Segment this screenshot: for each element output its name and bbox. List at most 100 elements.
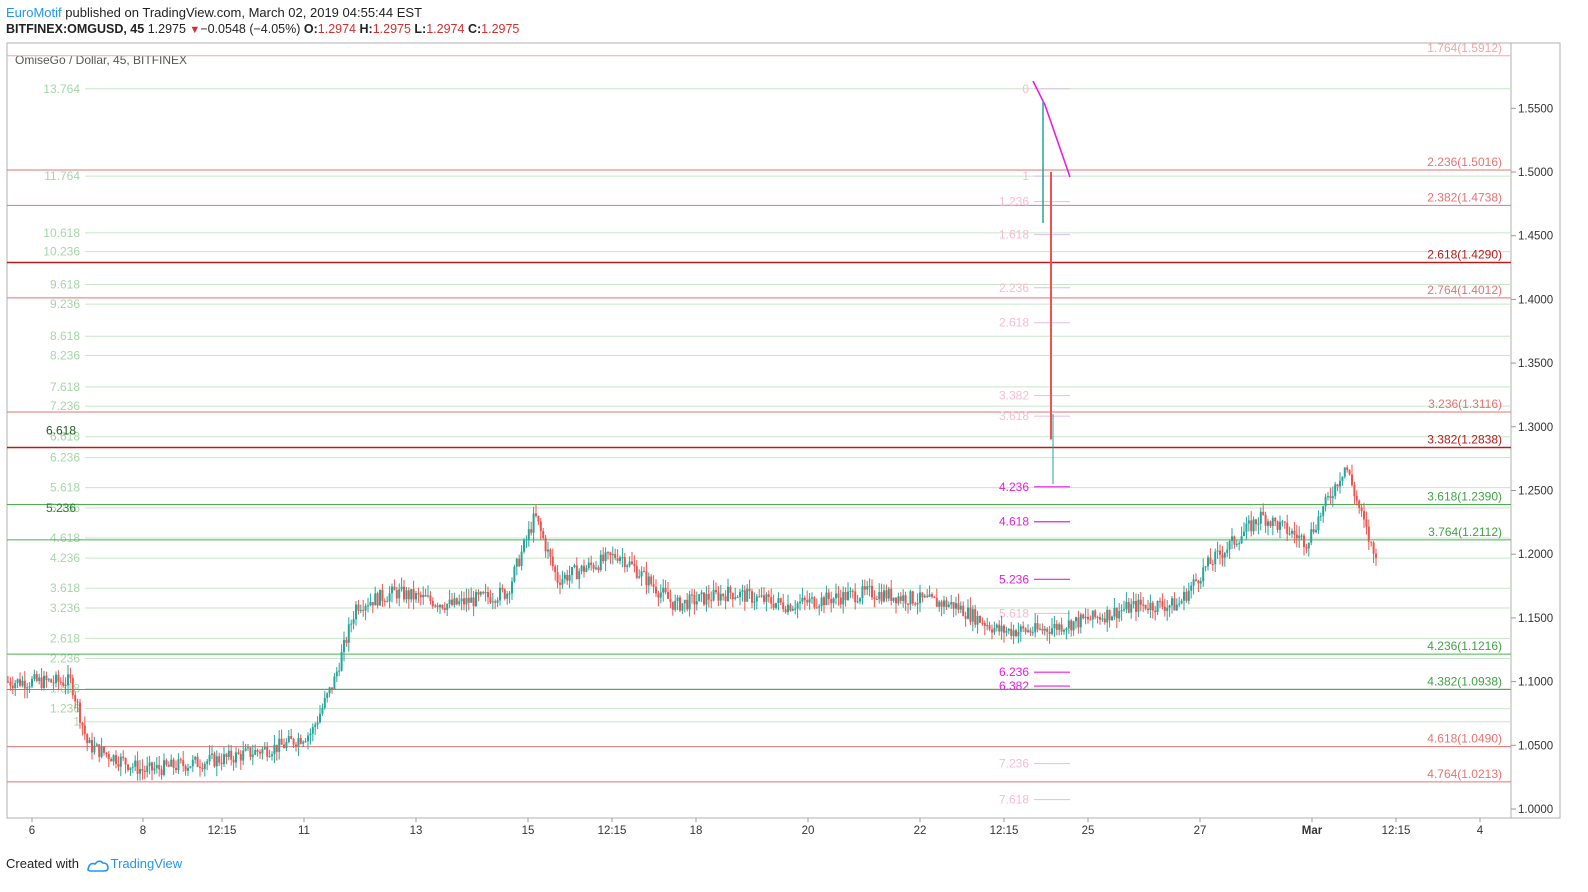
- candle: [724, 590, 727, 610]
- candle: [242, 741, 245, 766]
- candle: [1214, 548, 1217, 572]
- candle-body: [652, 584, 655, 587]
- candle-body: [1017, 631, 1020, 637]
- candle-body: [1223, 552, 1226, 558]
- candle-body: [599, 554, 602, 570]
- candle-body: [842, 591, 845, 605]
- candle-body: [119, 756, 122, 767]
- candle: [530, 521, 533, 536]
- publish-text: published on TradingView.com, March 02, …: [61, 5, 423, 20]
- candle-body: [407, 590, 410, 600]
- candle-body: [489, 597, 492, 603]
- time-tick-label: 12:15: [208, 825, 237, 837]
- candle: [163, 753, 165, 777]
- candle: [290, 728, 293, 740]
- candle-body: [698, 594, 701, 602]
- candle: [974, 604, 977, 628]
- candle-body: [604, 552, 607, 562]
- candle: [1276, 520, 1279, 533]
- candle: [1075, 616, 1077, 629]
- candle-body: [1243, 531, 1245, 537]
- candle-body: [47, 679, 50, 681]
- fib-left-level-label: 8.618: [50, 329, 80, 343]
- candle: [1087, 608, 1089, 624]
- tradingview-link[interactable]: TradingView: [110, 856, 183, 871]
- candle: [518, 554, 521, 568]
- candle: [350, 619, 353, 633]
- candle: [472, 590, 475, 617]
- candle-body: [1039, 628, 1041, 630]
- candle: [1360, 503, 1363, 517]
- candle-body: [515, 558, 518, 567]
- candle: [1043, 625, 1046, 636]
- candle: [275, 744, 278, 761]
- symbol-label[interactable]: BITFINEX:OMGUSD, 45: [6, 22, 145, 36]
- candle: [98, 744, 101, 763]
- candle: [1283, 521, 1286, 529]
- candle: [340, 644, 343, 672]
- candle-body: [911, 591, 914, 604]
- candle: [1221, 545, 1224, 567]
- candle: [1262, 503, 1265, 516]
- candle: [916, 593, 919, 615]
- fib-right-level-label: 1.764(1.5912): [1427, 41, 1502, 55]
- fib-right-level-label: 3.618(1.2390): [1427, 490, 1502, 504]
- candle: [1219, 544, 1221, 565]
- candle-body: [374, 593, 377, 606]
- candle-body: [638, 576, 641, 578]
- candle-body: [434, 605, 437, 607]
- candle: [609, 551, 612, 565]
- candle: [741, 584, 744, 602]
- candle: [1324, 493, 1327, 512]
- candle: [412, 580, 415, 610]
- candle-body: [580, 565, 583, 572]
- candle-body: [904, 595, 907, 604]
- candle: [506, 591, 509, 605]
- candle-body: [1339, 480, 1341, 487]
- candle-body: [1156, 600, 1159, 613]
- candle-body: [585, 567, 588, 572]
- candle: [1147, 599, 1149, 614]
- candle: [880, 583, 883, 605]
- candle: [280, 729, 283, 745]
- price-tick-label: 1.2000: [1518, 549, 1553, 561]
- candle-body: [259, 751, 261, 754]
- price-tick-label: 1.3000: [1518, 422, 1553, 434]
- candle-body: [849, 590, 852, 592]
- candle: [167, 761, 170, 767]
- candle-body: [275, 744, 278, 752]
- symbol-ohlc-line: BITFINEX:OMGUSD, 45 1.2975 ▼−0.0548 (−4.…: [6, 22, 519, 36]
- candle: [40, 667, 43, 691]
- candle: [115, 750, 117, 769]
- fib-left-highlight-label: 6.618: [46, 424, 76, 438]
- candle: [107, 750, 110, 768]
- author-link[interactable]: EuroMotif: [6, 5, 62, 20]
- candle: [165, 758, 168, 767]
- candle-body: [1312, 529, 1315, 533]
- candle-body: [331, 687, 333, 690]
- candle-body: [1233, 536, 1236, 545]
- candle-body: [501, 587, 504, 590]
- candle-body: [290, 736, 293, 740]
- candle: [623, 552, 626, 573]
- candle-body: [851, 590, 854, 592]
- candle-body: [237, 752, 240, 754]
- candle-body: [1127, 602, 1130, 613]
- candle: [787, 594, 789, 616]
- candle: [650, 574, 653, 587]
- candle-body: [676, 597, 679, 601]
- candle: [722, 593, 725, 601]
- candle-body: [388, 593, 391, 602]
- candle: [1235, 539, 1238, 547]
- candle-body: [69, 674, 72, 678]
- candle: [38, 673, 41, 685]
- fib-left-level-label: 10.236: [43, 245, 80, 259]
- candle: [683, 599, 686, 613]
- candle: [895, 597, 897, 614]
- candle: [489, 589, 492, 605]
- candle: [302, 740, 305, 748]
- candle-body: [110, 758, 113, 762]
- candle-body: [1190, 585, 1193, 591]
- candle: [986, 617, 989, 631]
